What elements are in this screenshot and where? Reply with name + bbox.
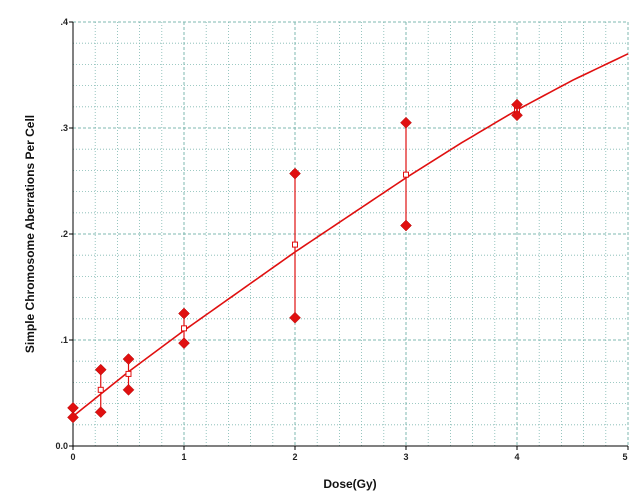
data-point-diamond: [94, 363, 107, 376]
data-point-diamond: [122, 353, 135, 365]
x-tick-label: 1: [181, 452, 186, 462]
data-point-diamond: [400, 116, 412, 129]
data-point-diamond: [400, 219, 412, 232]
grid: [72, 21, 629, 447]
fit-curve: [72, 53, 629, 417]
x-axis-title: Dose(Gy): [323, 477, 376, 491]
data-point-diamond: [289, 311, 301, 324]
x-tick-label: 5: [622, 452, 627, 462]
x-tick-label: 0: [70, 452, 75, 462]
x-tick-label: 3: [403, 452, 408, 462]
mean-marker: [181, 325, 187, 332]
data-point-diamond: [511, 109, 523, 122]
data-point-diamond: [289, 167, 301, 180]
tick-labels: 0 1 2 3 4 5 .4 .3 .2 .1 0.0: [55, 17, 629, 462]
y-tick-label: .1: [60, 335, 68, 345]
data-points: [67, 98, 523, 424]
data-point-diamond: [178, 307, 190, 320]
y-axis-title: Simple Chromosome Aberrations Per Cell: [23, 115, 37, 353]
y-tick-label: .4: [60, 17, 68, 27]
y-tick-label: 0.0: [55, 441, 68, 451]
mean-marker: [403, 171, 409, 178]
data-point-diamond: [178, 337, 190, 350]
y-tick-label: .2: [60, 229, 68, 239]
mean-marker: [97, 386, 104, 393]
fit-curve-layer: [72, 53, 629, 417]
x-tick-label: 4: [514, 452, 519, 462]
data-point-diamond: [122, 383, 135, 396]
x-tick-label: 2: [292, 452, 297, 462]
mean-marker: [125, 370, 132, 377]
y-tick-label: .3: [60, 123, 68, 133]
data-point-diamond: [67, 411, 79, 424]
mean-marker: [292, 241, 298, 248]
data-point-diamond: [94, 406, 107, 418]
